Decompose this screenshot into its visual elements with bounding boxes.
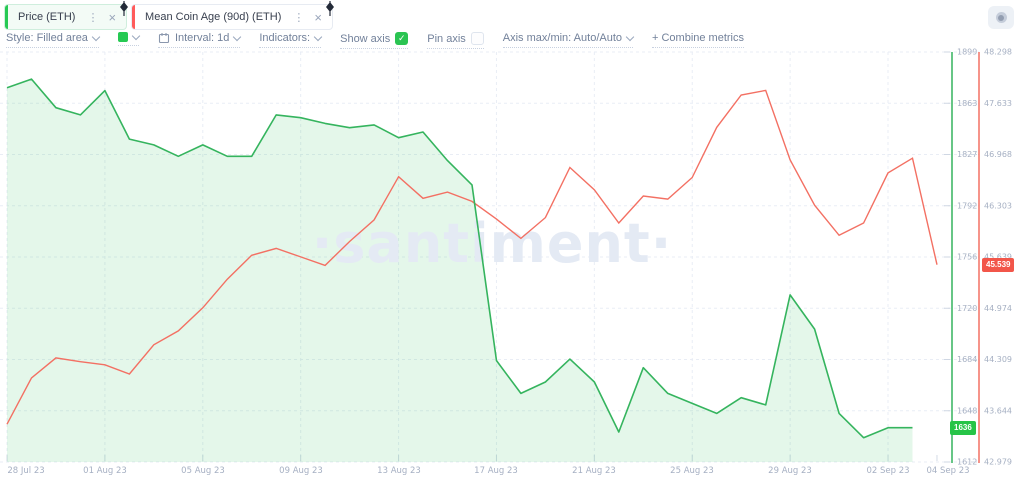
x-axis-label: 09 Aug 23 [279, 466, 323, 476]
x-axis-label: 29 Aug 23 [768, 466, 812, 476]
price-accent-bar [5, 5, 8, 29]
x-axis-label: 04 Sep 23 [926, 466, 969, 476]
indicators-label: Indicators: [259, 32, 311, 44]
color-swatch-selector[interactable] [117, 31, 141, 46]
metric-tabs: Price (ETH) ⋮ × Mean Coin Age (90d) (ETH… [4, 1, 335, 30]
price-axis-tick: 1899 [957, 48, 977, 57]
price-axis-tick: 1684 [957, 355, 977, 364]
style-selector[interactable]: Style: Filled area [6, 32, 101, 48]
axis-maxmin-label: Axis max/min: Auto/Auto [502, 32, 622, 44]
coinage-axis-tick: 43.644 [984, 406, 1012, 415]
show-axis-label: Show axis [340, 32, 391, 45]
price-axis-tick: 1792 [957, 201, 977, 210]
x-axis-label: 17 Aug 23 [474, 466, 518, 476]
price-axis-tick: 1827 [957, 150, 977, 159]
coinage-axis-tick: 44.309 [984, 355, 1012, 364]
price-axis-tick: 1720 [957, 304, 977, 313]
price-area [7, 79, 913, 462]
price-line [6, 78, 913, 439]
chevron-down-icon [91, 32, 101, 41]
price-axis-tick: 1648 [957, 406, 977, 415]
coinage-axis-tick: 47.633 [984, 99, 1012, 108]
coinage-axis-tick: 48.298 [984, 48, 1012, 57]
coinage-axis-tick: 46.968 [984, 150, 1012, 159]
tab-price-eth[interactable]: Price (ETH) ⋮ × [4, 1, 129, 30]
axis-pin-icon[interactable] [325, 1, 335, 16]
coinage-axis-tick: 45.639 [984, 253, 1012, 262]
x-axis-label: 02 Sep 23 [866, 466, 909, 476]
tab-price-close-icon[interactable]: × [108, 9, 117, 25]
tab-coinage-close-icon[interactable]: × [314, 9, 322, 25]
x-axis-label: 21 Aug 23 [572, 466, 616, 476]
indicators-selector[interactable]: Indicators: [259, 32, 323, 48]
axis-pin-icon[interactable] [119, 1, 129, 16]
combine-metrics-button[interactable]: + Combine metrics [652, 32, 745, 48]
pin-axis-toggle[interactable]: Pin axis [427, 32, 484, 49]
pin-axis-label: Pin axis [427, 32, 466, 45]
x-axis-label: 25 Aug 23 [670, 466, 714, 476]
x-axis-label: 01 Aug 23 [83, 466, 127, 476]
chevron-down-icon [233, 32, 242, 41]
chart-toolbar: Style: Filled area Interval: 1d Indicato… [6, 31, 745, 49]
tab-mean-coin-age[interactable]: Mean Coin Age (90d) (ETH) ⋮ × [131, 1, 335, 30]
coinage-accent-bar [132, 5, 136, 29]
pin-axis-checkbox[interactable] [470, 32, 484, 45]
price-current-value-badge: 1636 [950, 421, 976, 435]
tab-coinage-label: Mean Coin Age (90d) (ETH) [145, 11, 282, 23]
tab-price-menu-icon[interactable]: ⋮ [87, 11, 99, 24]
combine-metrics-label: + Combine metrics [652, 32, 745, 44]
chevron-down-icon [625, 32, 635, 41]
x-axis-label: 13 Aug 23 [377, 466, 421, 476]
chevron-down-icon [131, 31, 141, 40]
axis-maxmin-selector[interactable]: Axis max/min: Auto/Auto [502, 32, 635, 48]
x-axis-label: 28 Jul 23 [7, 466, 44, 476]
chevron-down-icon [313, 32, 323, 41]
coinage-line [6, 89, 938, 425]
tab-coinage-menu-icon[interactable]: ⋮ [293, 11, 305, 24]
coinage-axis-tick: 46.303 [984, 201, 1012, 210]
show-axis-toggle[interactable]: Show axis ✓ [340, 32, 409, 49]
price-axis-tick: 1863 [957, 99, 977, 108]
x-axis-label: 05 Aug 23 [181, 466, 225, 476]
price-axis-tick: 1756 [957, 253, 977, 262]
coinage-axis-tick: 42.979 [984, 458, 1012, 467]
style-label: Style: Filled area [6, 32, 88, 44]
price-axis-tick: 1612 [957, 458, 977, 467]
calendar-icon [158, 33, 169, 44]
show-axis-checkbox[interactable]: ✓ [395, 32, 409, 45]
chart-settings-button[interactable] [988, 6, 1014, 29]
interval-label: Interval: 1d [174, 32, 230, 44]
settings-dot-icon [995, 12, 1007, 23]
coinage-axis-tick: 44.974 [984, 304, 1012, 313]
tab-price-label: Price (ETH) [18, 11, 76, 23]
interval-selector[interactable]: Interval: 1d [157, 32, 242, 48]
coinage-current-value-badge: 45.539 [982, 258, 1015, 272]
metric-color-swatch [117, 32, 128, 42]
